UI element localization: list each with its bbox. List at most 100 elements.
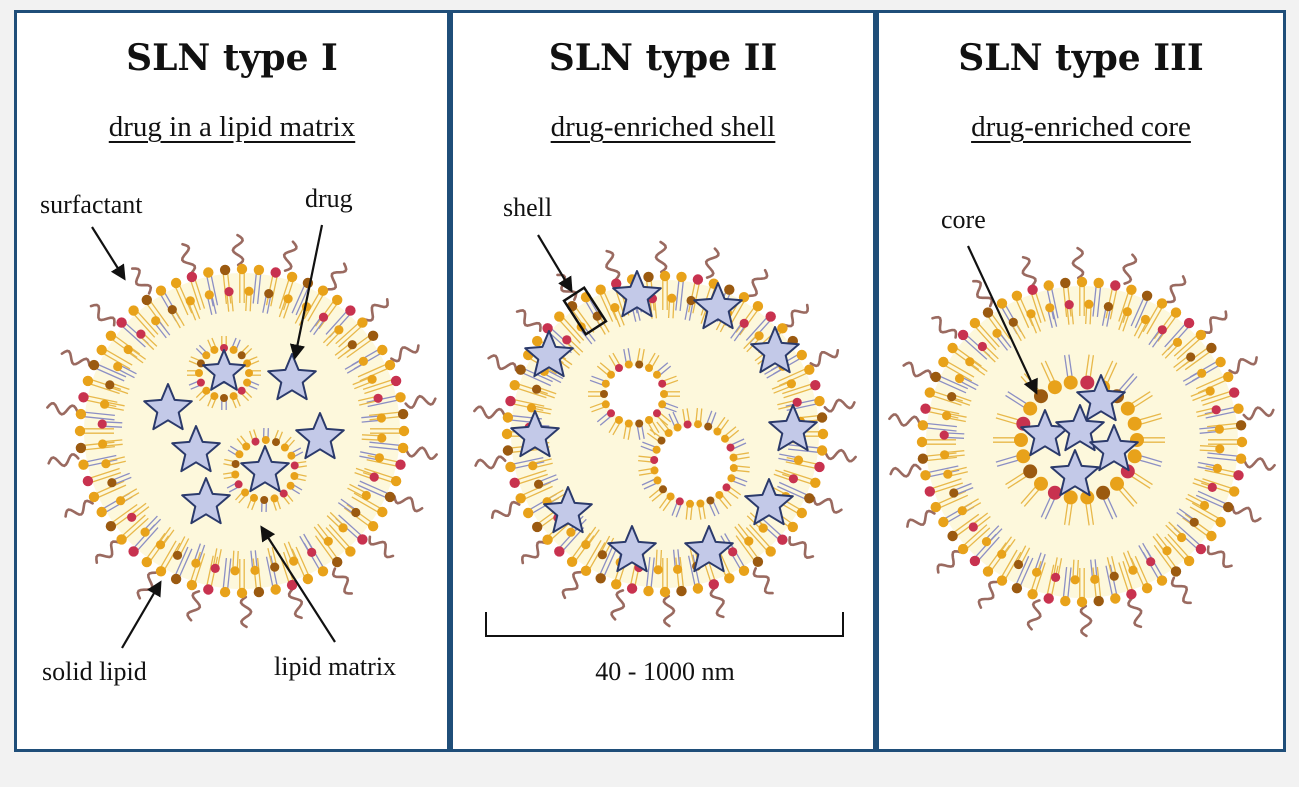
lipid-tail (1176, 524, 1203, 548)
surfactant-chain (748, 268, 769, 298)
lipid-head (916, 436, 928, 448)
lipid-head (566, 527, 576, 537)
lipid-tail (369, 415, 404, 421)
lipid-head (726, 443, 735, 452)
lipid-head (706, 496, 715, 505)
lipid-head (1195, 543, 1207, 555)
lipid-tail (291, 281, 307, 314)
lipid-head (237, 386, 246, 395)
lipid-head (653, 476, 662, 485)
lipid-tail (1118, 562, 1131, 596)
lipid-head (653, 565, 663, 575)
lipid-head (957, 506, 967, 516)
lipid-head (1080, 375, 1095, 390)
lipid-head (1023, 464, 1038, 479)
lipid-head (509, 380, 520, 391)
lipid-head (816, 445, 828, 456)
surfactant-chain (1231, 505, 1262, 523)
lipid-head (722, 483, 731, 492)
lipid-tail (928, 478, 962, 491)
lipid-tail (1105, 284, 1114, 319)
lipid-head (1215, 516, 1226, 528)
surfactant-chain (473, 405, 506, 420)
lipid-tail (785, 398, 820, 407)
lipid-tail (923, 422, 957, 428)
lipid-tail (1207, 422, 1241, 428)
surfactant-chain (46, 401, 79, 416)
surfactant-chain (490, 500, 521, 519)
lipid-head (992, 328, 1002, 338)
lipid-head (78, 459, 89, 470)
lipid-tail (173, 283, 189, 316)
lipid-tail (328, 524, 353, 551)
lipid-head (752, 556, 764, 567)
lipid-head (744, 536, 754, 546)
lipid-head (172, 550, 183, 560)
lipid-head (1014, 433, 1028, 447)
label-shell: shell (503, 193, 552, 222)
surfactant-chain (1242, 406, 1275, 421)
lipid-head (1199, 500, 1210, 511)
lipid-head (286, 481, 295, 490)
surfactant-chain (474, 455, 507, 470)
lipid-head (74, 425, 86, 437)
surfactant-chain (515, 309, 542, 332)
surfactant-chain (1079, 604, 1093, 638)
lipid-tail (934, 490, 967, 506)
lipid-head (581, 540, 591, 550)
lipid-head (660, 390, 668, 398)
surfactant-chain (704, 247, 720, 279)
lipid-tail (1045, 564, 1055, 599)
lipid-head (1122, 307, 1132, 317)
lipid-head (758, 523, 768, 533)
lipid-head (1084, 299, 1094, 309)
lipid-tail (1146, 304, 1165, 335)
lipid-head (338, 523, 348, 533)
surfactant-chain (393, 495, 424, 513)
surfactant-chain (368, 535, 395, 559)
lipid-tail (521, 485, 553, 501)
surfactant-chain (977, 580, 998, 609)
lipid-tail (100, 351, 131, 370)
lipid-tail (675, 557, 680, 592)
lipid-head (1141, 290, 1153, 301)
surfactant-chain (131, 267, 153, 295)
lipid-head (1127, 416, 1142, 431)
lipid-tail (1207, 456, 1241, 462)
surfactant-chain (936, 549, 962, 574)
lipid-tail (569, 532, 591, 561)
lipid-head (1215, 444, 1225, 454)
lipid-head (377, 433, 387, 443)
lipid-head (195, 369, 203, 377)
panel-subtitle: drug in a lipid matrix (108, 111, 356, 143)
lipid-tail (353, 492, 384, 511)
lipid-tail (1164, 321, 1188, 348)
lipid-head (792, 397, 802, 407)
lipid-head (1183, 555, 1195, 567)
lipid-tail (675, 276, 680, 311)
lipid-tail (265, 271, 275, 306)
lipid-tail (925, 469, 960, 479)
lipid-tail (189, 551, 202, 585)
lipid-tail (1029, 560, 1042, 594)
surfactant-chain (487, 354, 518, 372)
lipid-tail (519, 371, 552, 387)
lipid-head (1205, 386, 1215, 396)
lipid-tail (782, 382, 815, 395)
lipid-tail (510, 398, 545, 407)
lipid-head (652, 445, 661, 454)
lipid-head (969, 555, 981, 567)
surfactant-chain (1127, 597, 1143, 629)
lipid-tail (1018, 294, 1034, 327)
lipid-tail (81, 445, 115, 451)
lipid-tail (1118, 288, 1131, 322)
lipid-tail (745, 527, 770, 554)
lipid-tail (560, 314, 585, 341)
lipid-tail (148, 298, 170, 327)
lipid-tail (364, 467, 398, 480)
lipid-head (615, 364, 623, 372)
lipid-tail (1191, 502, 1223, 521)
lipid-head (947, 342, 958, 354)
surfactant-chain (812, 496, 843, 514)
lipid-head (241, 488, 250, 497)
